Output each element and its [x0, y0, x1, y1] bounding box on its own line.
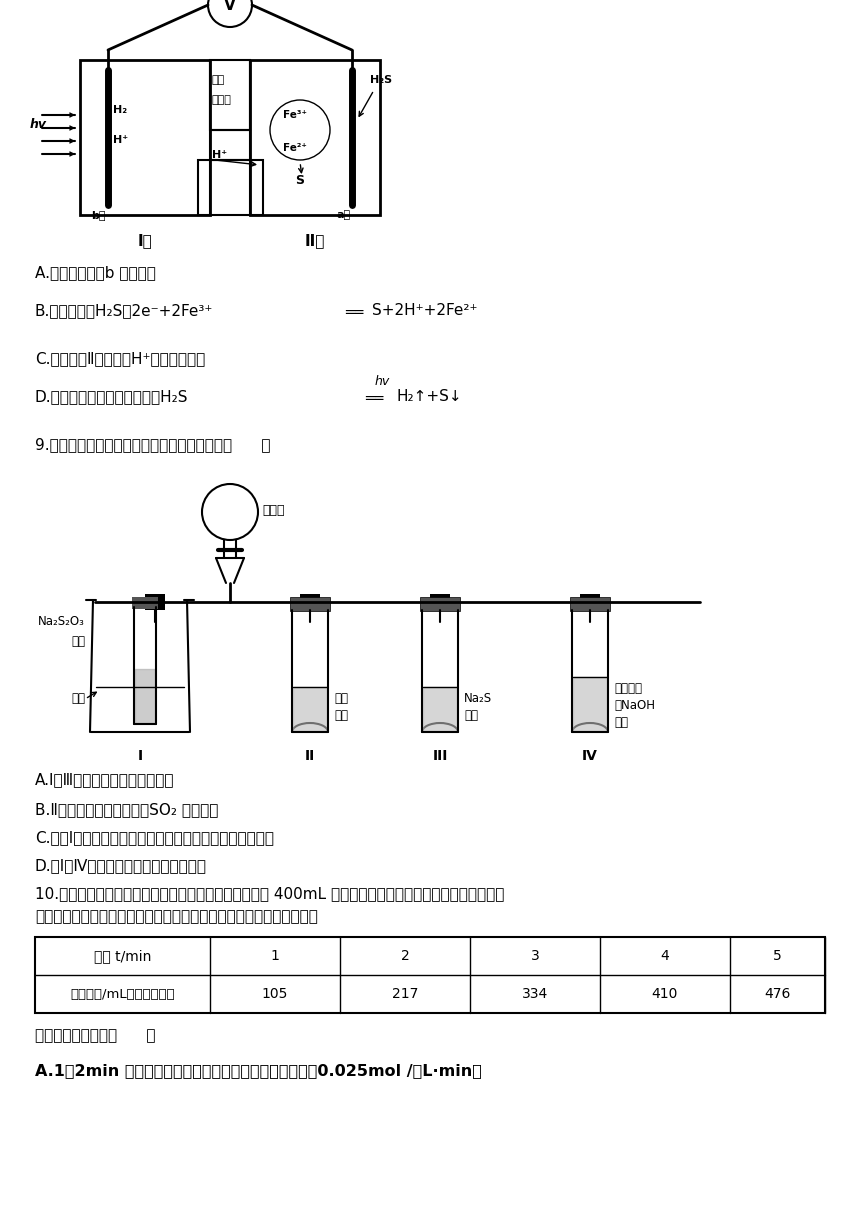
Text: 稀硫酸: 稀硫酸 [262, 503, 285, 517]
Text: 334: 334 [522, 987, 548, 1001]
Text: 4: 4 [660, 948, 669, 963]
Text: 217: 217 [392, 987, 418, 1001]
Bar [430, 593, 450, 610]
Bar [35, 938, 825, 1013]
Text: D.在Ⅰ和Ⅳ试管中，都发生氧化还原反应: D.在Ⅰ和Ⅳ试管中，都发生氧化还原反应 [35, 858, 207, 873]
Text: 氢气体积/mL（标准状况）: 氢气体积/mL（标准状况） [71, 987, 175, 1001]
Text: 滴有酚酞: 滴有酚酞 [614, 682, 642, 696]
Text: H⁺: H⁺ [113, 135, 128, 145]
Text: B.Ⅱ中品红溶液褪色，体现SO₂ 的漂白性: B.Ⅱ中品红溶液褪色，体现SO₂ 的漂白性 [35, 803, 218, 817]
Text: 的NaOH: 的NaOH [614, 699, 655, 713]
Text: ══: ══ [365, 392, 384, 406]
Text: 变），用排水集气法收集反应放出的氢气，实验记录如下（累计值）：: 变），用排水集气法收集反应放出的氢气，实验记录如下（累计值）： [35, 910, 318, 924]
Text: H₂: H₂ [113, 105, 127, 116]
Text: 10.某学生为了探究锌与盐酸反应过程中的速率变化，在 400mL 稀盐酸中加入足量的锌粒（假设溶液体积不: 10.某学生为了探究锌与盐酸反应过程中的速率变化，在 400mL 稀盐酸中加入足… [35, 886, 504, 901]
Text: 溶液: 溶液 [334, 709, 348, 722]
Bar [290, 597, 330, 610]
Text: 1: 1 [271, 948, 280, 963]
Text: H₂S: H₂S [370, 75, 392, 85]
Text: II: II [305, 749, 315, 762]
Text: II室: II室 [304, 233, 325, 248]
Text: IV: IV [582, 749, 598, 762]
Text: 2: 2 [401, 948, 409, 963]
Text: 5: 5 [773, 948, 782, 963]
Bar [570, 597, 610, 610]
Bar [80, 60, 210, 215]
Text: Fe²⁺: Fe²⁺ [283, 143, 307, 153]
Circle shape [208, 0, 252, 27]
Text: III: III [433, 749, 448, 762]
Text: 品红: 品红 [334, 692, 348, 705]
Text: S: S [296, 174, 304, 186]
Text: H₂↑+S↓: H₂↑+S↓ [396, 389, 462, 404]
Bar [145, 593, 165, 610]
Text: S+2H⁺+2Fe²⁺: S+2H⁺+2Fe²⁺ [372, 303, 477, 319]
Text: 时间 t/min: 时间 t/min [94, 948, 151, 963]
Text: Fe³⁺: Fe³⁺ [283, 109, 307, 120]
Text: 105: 105 [261, 987, 288, 1001]
Text: B.负极反应为H₂S－2e⁻+2Fe³⁺: B.负极反应为H₂S－2e⁻+2Fe³⁺ [35, 303, 213, 319]
Text: V: V [224, 0, 236, 12]
Text: Na₂S: Na₂S [464, 692, 492, 705]
Text: Na₂S₂O₃: Na₂S₂O₃ [38, 615, 85, 627]
Text: C.放电时，Ⅱ室溶液中H⁺浓度逐渐增大: C.放电时，Ⅱ室溶液中H⁺浓度逐渐增大 [35, 351, 206, 366]
Text: 3: 3 [531, 948, 539, 963]
Text: H⁺: H⁺ [212, 150, 227, 161]
Text: 9.按如图装置，进行实验，下列说法错误的是（      ）: 9.按如图装置，进行实验，下列说法错误的是（ ） [35, 437, 271, 452]
Text: I: I [138, 749, 143, 762]
Text: ══: ══ [345, 305, 363, 320]
Bar [420, 597, 460, 610]
Text: a极: a极 [337, 210, 351, 220]
Text: C.改变Ⅰ烧杯中水的温度可用于探究温度对反应速率的影响: C.改变Ⅰ烧杯中水的温度可用于探究温度对反应速率的影响 [35, 831, 274, 845]
Text: b极: b极 [91, 210, 105, 220]
Text: 质子: 质子 [212, 75, 225, 85]
Bar [300, 593, 320, 610]
Text: 476: 476 [765, 987, 790, 1001]
Bar [250, 60, 380, 215]
Bar [198, 161, 263, 215]
Bar [210, 60, 250, 130]
Text: hv: hv [30, 118, 47, 131]
Text: hv: hv [374, 375, 390, 388]
Text: 热水: 热水 [71, 692, 85, 705]
Text: A.电池工作时，b 极为负极: A.电池工作时，b 极为负极 [35, 265, 156, 280]
Bar [132, 597, 158, 609]
Bar [580, 593, 600, 610]
Text: 410: 410 [652, 987, 679, 1001]
Text: I室: I室 [138, 233, 152, 248]
Text: A.1～2min 内，用盐酸的浓度变化表示的平均反应速率为0.025mol /（L·min）: A.1～2min 内，用盐酸的浓度变化表示的平均反应速率为0.025mol /（… [35, 1063, 482, 1079]
Text: 溶液: 溶液 [71, 635, 85, 648]
Text: 下列说法错误的是（      ）: 下列说法错误的是（ ） [35, 1028, 156, 1043]
Text: D.电池放电时的反应原理为：H₂S: D.电池放电时的反应原理为：H₂S [35, 389, 188, 404]
Text: 溶液: 溶液 [614, 716, 628, 730]
Text: A.I、Ⅲ中试管内溶液均出现混浊: A.I、Ⅲ中试管内溶液均出现混浊 [35, 772, 175, 787]
Text: 交换膜: 交换膜 [212, 95, 232, 105]
Text: 溶液: 溶液 [464, 709, 478, 722]
